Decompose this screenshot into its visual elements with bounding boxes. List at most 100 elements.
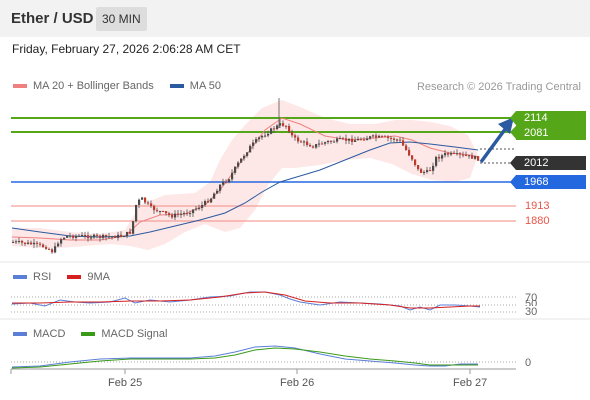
rsi-ma-line <box>12 291 480 309</box>
candle-body <box>120 234 123 237</box>
candle-body <box>21 240 24 243</box>
candle-body <box>330 140 333 142</box>
legend-rsi-label: RSI <box>33 271 52 283</box>
candle-body <box>171 214 174 218</box>
candle-body <box>51 249 54 253</box>
rsi-swatch <box>13 275 27 279</box>
candle-body <box>288 126 291 132</box>
candle-body <box>270 128 273 134</box>
macd-signal-line <box>11 347 478 369</box>
candle-body <box>465 154 468 156</box>
candle-body <box>156 210 159 212</box>
candle-body <box>132 221 135 234</box>
macd-line <box>11 345 478 368</box>
candle-body <box>432 165 435 171</box>
candle-body <box>204 201 207 205</box>
candle-body <box>174 213 177 218</box>
candle-body <box>249 145 252 153</box>
candle-body <box>99 235 102 238</box>
candle-body <box>222 181 225 185</box>
candle-body <box>114 236 117 238</box>
candlesticks <box>12 98 480 254</box>
candle-body <box>267 133 270 136</box>
candle-body <box>255 139 258 143</box>
candle-body <box>261 135 264 138</box>
candle-body <box>354 140 357 142</box>
x-label-feb27: Feb 27 <box>453 377 488 389</box>
candle-body <box>471 155 474 159</box>
candle-body <box>45 247 48 249</box>
candle-body <box>24 242 27 244</box>
candle-body <box>435 156 438 166</box>
candle-body <box>237 162 240 167</box>
candle-body <box>72 235 75 238</box>
candle-body <box>78 235 81 237</box>
candle-body <box>153 206 156 211</box>
candle-body <box>93 234 96 238</box>
candle-body <box>192 209 195 214</box>
candle-body <box>387 136 390 138</box>
candle-body <box>429 170 432 172</box>
resistance-1-tag: 2081 <box>516 126 586 140</box>
candle-body <box>360 138 363 140</box>
candle-body <box>207 201 210 203</box>
rsi-level-30: 30 <box>525 306 538 318</box>
candle-body <box>243 155 246 159</box>
candle-body <box>228 179 231 183</box>
resistance-1-label: 2081 <box>524 127 549 139</box>
candle-body <box>345 138 348 141</box>
candle-body <box>252 142 255 146</box>
candle-body <box>195 208 198 210</box>
candle-body <box>189 213 192 215</box>
candle-body <box>438 156 441 159</box>
instrument-title: Ether / USD <box>11 10 94 27</box>
candle-body <box>285 125 288 127</box>
candle-body <box>396 139 399 141</box>
candle-body <box>135 204 138 222</box>
candle-body <box>306 141 309 146</box>
candle-body <box>366 138 369 141</box>
candle-body <box>234 166 237 173</box>
x-label-feb26: Feb 26 <box>280 377 315 389</box>
candle-body <box>426 170 429 172</box>
candle-body <box>183 213 186 215</box>
candle-body <box>447 153 450 155</box>
candle-body <box>456 153 459 155</box>
chart-datetime: Friday, February 27, 2026 2:06:28 AM CET <box>12 42 241 56</box>
candle-body <box>81 234 84 236</box>
candle-body <box>201 204 204 208</box>
candle-body <box>462 154 465 156</box>
candle-body <box>300 141 303 143</box>
candle-body <box>105 234 108 237</box>
candle-body <box>180 213 183 215</box>
bollinger-band <box>12 100 478 250</box>
last-price-label: 2012 <box>524 157 549 169</box>
resistance-tag-bg <box>516 111 586 140</box>
candle-body <box>177 213 180 215</box>
candle-body <box>384 136 387 138</box>
candle-body <box>33 242 36 245</box>
candle-body <box>150 203 153 207</box>
candle-body <box>348 138 351 141</box>
candle-body <box>12 241 15 243</box>
support-2-label: 1913 <box>525 200 550 212</box>
candle-body <box>117 234 120 238</box>
candle-body <box>309 145 312 147</box>
legend-macd-signal-label: MACD Signal <box>101 328 168 340</box>
candle-body <box>294 135 297 138</box>
candle-body <box>111 236 114 238</box>
candle-body <box>198 207 201 209</box>
rsi-line <box>11 291 481 311</box>
candle-body <box>213 193 216 199</box>
candle-body <box>15 241 18 243</box>
resistance-2-tag: 2114 <box>516 111 586 125</box>
candle-body <box>147 202 150 204</box>
candle-body <box>165 211 168 214</box>
candle-body <box>318 143 321 145</box>
timeframe-button[interactable]: 30 MIN <box>96 7 147 31</box>
candle-body <box>162 211 165 213</box>
candle-body <box>339 138 342 140</box>
candle-body <box>60 239 63 244</box>
candle-body <box>378 135 381 138</box>
